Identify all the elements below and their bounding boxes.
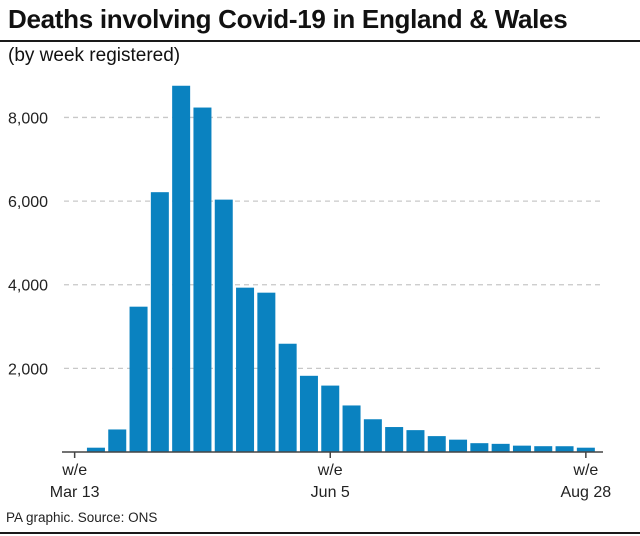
bar (512, 445, 531, 452)
bar (236, 287, 255, 452)
bar (491, 443, 510, 452)
y-axis-labels: 2,000 4,000 6,000 8,000 (8, 110, 48, 378)
bottom-rule (0, 532, 640, 534)
x-tick-label-line1: w/e (317, 462, 343, 479)
bar (321, 385, 340, 452)
bar (385, 427, 404, 452)
x-tick-label-line2: Mar 13 (50, 484, 100, 501)
bar (193, 107, 212, 452)
bar (576, 447, 595, 452)
bar (129, 306, 148, 452)
bar (363, 419, 382, 452)
chart-title: Deaths involving Covid-19 in England & W… (8, 4, 568, 34)
bar (278, 343, 297, 452)
x-tick-label-line2: Aug 28 (560, 484, 611, 501)
top-rule (0, 40, 640, 42)
bar (214, 199, 233, 452)
source-note: PA graphic. Source: ONS (6, 510, 158, 525)
bar (172, 85, 191, 453)
y-tick-label: 4,000 (8, 278, 48, 295)
bar (449, 439, 468, 452)
bar (150, 192, 169, 452)
bar (534, 446, 553, 452)
x-axis-labels: w/e Mar 13 w/e Jun 5 w/e Aug 28 (50, 452, 611, 501)
bar (406, 430, 425, 452)
bar (470, 443, 489, 452)
chart-subtitle: (by week registered) (8, 45, 181, 66)
bar (108, 429, 127, 452)
x-tick-label-line1: w/e (572, 462, 598, 479)
bars (65, 85, 595, 453)
bar (257, 292, 276, 452)
bar (86, 447, 105, 452)
x-tick-label-line1: w/e (61, 462, 87, 479)
bar (299, 375, 318, 452)
x-tick-label-line2: Jun 5 (311, 484, 350, 501)
y-tick-label: 2,000 (8, 361, 48, 378)
y-tick-label: 8,000 (8, 110, 48, 127)
bar (342, 405, 361, 452)
y-tick-label: 6,000 (8, 194, 48, 211)
bar (555, 446, 574, 452)
bar (427, 436, 446, 452)
